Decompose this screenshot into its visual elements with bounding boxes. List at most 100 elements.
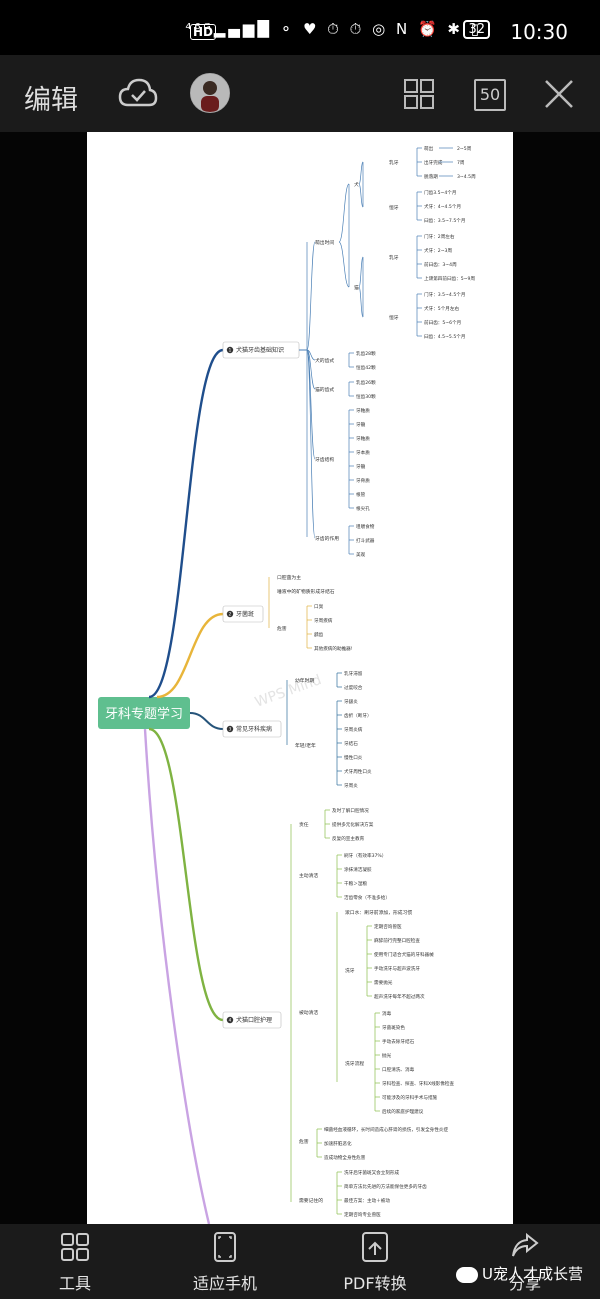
list-item-label: 脱落期	[424, 173, 438, 180]
list-item-label: 出牙完成	[424, 159, 443, 166]
connector-line	[148, 348, 224, 699]
list-item-label: 牙结石	[344, 740, 358, 747]
status-time: 10:30	[510, 20, 568, 44]
list-item-label: 定期咨询专业兽医	[344, 1211, 381, 1218]
list-item-label: 根尖孔	[356, 505, 370, 512]
list-item-label: 牙龈炎	[344, 698, 358, 705]
branch5-line	[143, 728, 211, 1224]
branch2-label: 牙菌斑	[236, 610, 254, 618]
wechat-watermark: U宠人才成长营	[456, 1263, 583, 1284]
list-item-label: 门齿3.5~4个月	[424, 189, 456, 196]
list-item-label: 牙周疾病	[314, 617, 333, 624]
list-item-label: 犬牙：2~3周	[424, 247, 452, 254]
document-viewer[interactable]: WPS Mind 牙科专题学习 1 犬猫牙齿基础知识 萌出时间 犬的齿式 猫的齿式 牙齿结构牙…	[0, 132, 600, 1224]
list-item-label: 乳牙滞留	[344, 670, 363, 677]
fit-screen-icon	[214, 1232, 236, 1262]
fit-phone-tab[interactable]: 适应手机	[165, 1232, 285, 1294]
status-icons: ⁴⁶ᴳ▂▄▆█ ⚬ ♥ ⏱ ⏱ ◎ N ⏰ ✱ ▯	[185, 20, 482, 38]
list-item-label: 牙科检查、探查、牙科X线影像检查	[382, 1080, 454, 1087]
connector-line	[306, 349, 316, 539]
close-icon[interactable]	[544, 79, 574, 113]
wechat-icon	[456, 1266, 478, 1283]
list-item-label: 细菌经血液循环，长时间造成心肝肾的损伤，引发全身性炎症	[324, 1126, 448, 1133]
bottom-toolbar: 工具 适应手机 PDF转换 分享 U宠人才成长营	[0, 1224, 600, 1299]
connector-line	[358, 183, 364, 208]
branch1-number-badge	[226, 346, 234, 354]
pdf-convert-icon	[362, 1232, 388, 1262]
list-item-label: 龋齿	[314, 631, 324, 638]
list-item-label: 犬牙：4~4.5个月	[424, 203, 461, 210]
tools-label: 工具	[58, 1274, 91, 1293]
branch2-number-badge	[226, 610, 234, 618]
pdf-convert-tab[interactable]: PDF转换	[315, 1232, 435, 1294]
plaque-harm-label: 危害	[277, 625, 287, 632]
list-item-label: 门牙：3.5~4.5个月	[424, 291, 465, 298]
list-item-label: 反复的宣主教育	[332, 835, 365, 842]
list-item-label: 洁齿零食（不准多给）	[344, 894, 390, 901]
list-item-label: 超声洗牙每年不超过两次	[374, 993, 425, 1000]
connector-line	[306, 349, 316, 361]
dog-baby-teeth-value: 7周	[457, 160, 465, 166]
fit-phone-label: 适应手机	[192, 1274, 257, 1293]
list-item-label: 刷牙（有效率37%）	[344, 852, 386, 859]
list-item-label: 牙髓	[356, 421, 366, 428]
avatar[interactable]	[190, 73, 230, 113]
duty-label: 责任	[299, 821, 309, 828]
list-item-label: 麻醉前行完整口腔检查	[374, 937, 420, 944]
top-toolbar: 编辑 50	[0, 55, 600, 132]
list-item-label: 加速肝脏恶化	[324, 1140, 352, 1147]
branch1-number: 1	[229, 348, 232, 353]
list-item-label: 及时了解口腔情况	[332, 807, 369, 814]
list-item-label: 慢性口炎	[344, 754, 363, 761]
connector-line	[306, 349, 316, 390]
list-item-label: 牙髓	[356, 463, 366, 470]
list-item-label: 可能涉及的牙科手术与措施	[382, 1094, 438, 1101]
connector-line	[338, 241, 350, 288]
list-item-label: 手动去除牙结石	[382, 1038, 415, 1045]
list-item-label: 牙周炎	[344, 783, 358, 789]
root-label: 牙科专题学习	[105, 706, 183, 722]
tools-icon	[61, 1233, 89, 1261]
list-item-label: 门牙：2周左右	[424, 233, 455, 240]
wps-watermark: WPS Mind	[253, 672, 324, 711]
young-label: 幼年时期	[295, 677, 314, 684]
tools-tab[interactable]: 工具	[15, 1232, 135, 1294]
list-item-label: 齿折（断牙）	[344, 712, 372, 719]
list-item-label: 手动洗牙与超声波洗牙	[374, 965, 420, 972]
list-item-label: 提供多元化解决方案	[332, 821, 374, 828]
page-count-button[interactable]: 50	[474, 79, 506, 111]
cloud-sync-icon[interactable]	[118, 77, 158, 115]
connector-line	[189, 712, 224, 730]
connector-line	[306, 241, 316, 351]
connector-line	[358, 286, 364, 318]
active-clean-label: 主动清洁	[299, 872, 318, 879]
section-label: 牙齿的作用	[315, 535, 339, 542]
list-item-label: 美观	[356, 551, 366, 558]
root-node	[98, 697, 190, 729]
dental-cleaning-label: 洗牙	[345, 967, 355, 974]
list-item-label: 打斗武器	[356, 537, 375, 544]
grid-view-icon[interactable]	[404, 79, 434, 113]
list-item-label: 口臭	[314, 603, 324, 610]
connector-line	[156, 612, 224, 699]
branch4-label: 犬猫口腔护理	[236, 1016, 272, 1024]
list-item-label: 萌出	[424, 145, 434, 152]
list-item-label: 牙骨质	[356, 477, 370, 484]
list-item-label: 消毒	[382, 1010, 392, 1017]
list-item-label: 前臼齿：5~6个月	[424, 319, 461, 326]
list-item-label: 牙釉质	[356, 435, 370, 442]
plaque-item: 唾液中的矿物质形成牙结石	[277, 588, 335, 595]
share-tab[interactable]: 分享	[465, 1232, 585, 1294]
list-item-label: 恒齿30颗	[356, 393, 376, 400]
remember-label: 需要记住的	[299, 1197, 323, 1204]
connector-line	[306, 349, 316, 460]
list-item-label: 牙本质	[356, 449, 370, 456]
edit-button[interactable]: 编辑	[24, 85, 78, 116]
list-item-label: 干粮＞湿粮	[344, 880, 367, 887]
section-label: 牙齿结构	[315, 456, 334, 463]
list-item-label: 抛光	[382, 1052, 392, 1059]
list-item-label: 涂抹清洁凝胶	[344, 866, 372, 873]
connector-line	[148, 727, 224, 1022]
section-label: 猫的齿式	[315, 386, 334, 393]
